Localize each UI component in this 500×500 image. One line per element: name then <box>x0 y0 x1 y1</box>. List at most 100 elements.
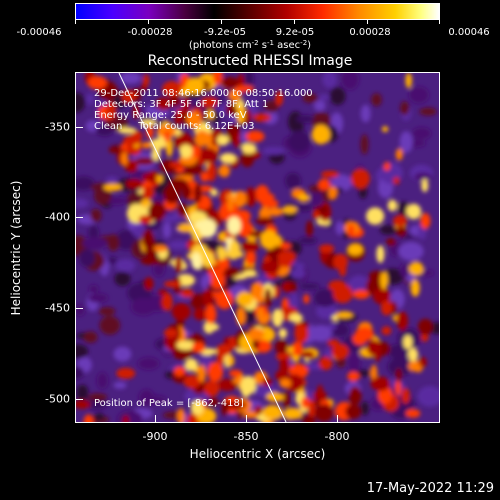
emission-blob <box>381 126 389 133</box>
background-texture-blob <box>76 384 89 401</box>
emission-blob <box>283 407 303 420</box>
emission-blob <box>328 280 347 292</box>
emission-blob <box>255 217 275 225</box>
emission-blob <box>312 210 320 220</box>
background-texture-blob <box>408 86 429 104</box>
emission-blob <box>250 282 264 298</box>
emission-blob <box>125 178 144 189</box>
background-texture-blob <box>274 281 284 288</box>
emission-blob <box>184 358 198 371</box>
x-axis-label: Heliocentric X (arcsec) <box>189 447 326 461</box>
background-texture-blob <box>288 130 311 152</box>
emission-blob <box>117 127 137 134</box>
emission-blob <box>227 192 234 212</box>
y-tick-label: -500 <box>45 392 70 406</box>
emission-blob <box>352 289 370 299</box>
emission-blob <box>303 416 316 422</box>
emission-blob <box>205 304 217 324</box>
x-tick-label: -900 <box>142 430 168 443</box>
background-texture-blob <box>290 267 306 279</box>
background-texture-blob <box>371 93 382 107</box>
emission-blob <box>291 341 304 356</box>
emission-blob <box>228 89 241 102</box>
emission-blob <box>393 215 408 227</box>
y-tick-label: -400 <box>45 210 70 224</box>
emission-blob <box>328 186 338 200</box>
emission-blob <box>175 256 183 273</box>
background-texture-blob <box>387 357 414 377</box>
emission-blob <box>177 408 185 422</box>
emission-blob <box>83 414 94 422</box>
background-texture-blob <box>335 356 346 368</box>
emission-blob <box>318 356 333 370</box>
emission-blob <box>275 90 284 106</box>
colorbar-tick <box>439 20 440 24</box>
emission-blob <box>408 347 419 362</box>
emission-blob <box>348 224 355 238</box>
emission-blob <box>306 220 313 238</box>
background-texture-blob <box>299 283 320 290</box>
emission-blob <box>345 404 362 419</box>
colorbar-tick-label: 0.00028 <box>349 27 391 38</box>
colorbar-tick-label: 9.2e-05 <box>275 27 315 38</box>
emission-blob <box>186 111 202 129</box>
background-texture-blob <box>76 304 86 316</box>
emission-blob <box>236 291 254 307</box>
background-texture-blob <box>262 147 286 155</box>
colorbar-tick <box>221 20 222 24</box>
emission-blob <box>140 257 161 265</box>
emission-blob <box>261 261 281 274</box>
emission-blob <box>185 77 205 94</box>
emission-blob <box>207 361 224 382</box>
background-texture-blob <box>400 101 410 116</box>
peak-emission-blob <box>224 250 244 259</box>
background-texture-blob <box>240 130 249 143</box>
emission-blob <box>108 147 121 154</box>
background-texture-blob <box>86 93 95 105</box>
y-tick-mark <box>75 127 83 128</box>
emission-blob <box>380 300 393 316</box>
emission-blob <box>278 328 288 339</box>
peak-emission-blob <box>216 246 227 261</box>
background-texture-blob <box>88 293 109 303</box>
annotation-peak-position: Position of Peak = [-862,-418] <box>94 398 244 409</box>
background-texture-blob <box>105 176 119 184</box>
y-tick-label: -350 <box>45 120 70 134</box>
emission-blob <box>241 143 257 154</box>
background-texture-blob <box>309 189 323 207</box>
background-texture-blob <box>76 179 91 187</box>
emission-blob <box>181 97 191 115</box>
emission-blob <box>410 279 420 297</box>
emission-blob <box>87 76 107 90</box>
emission-blob <box>168 178 189 191</box>
emission-blob <box>132 104 140 120</box>
emission-blob <box>194 130 210 147</box>
emission-blob <box>240 375 257 395</box>
emission-blob <box>156 174 163 183</box>
colorbar-tick <box>294 20 295 24</box>
peak-emission-blob <box>227 216 241 235</box>
emission-blob <box>122 415 130 422</box>
emission-blob <box>151 144 161 161</box>
background-texture-blob <box>313 288 337 308</box>
annotation-energy: Energy Range: 25.0 - 50.0 keV <box>94 110 247 121</box>
emission-blob <box>234 190 247 208</box>
footer-timestamp: 17-May-2022 11:29 <box>366 481 494 496</box>
emission-blob <box>237 220 254 238</box>
emission-blob <box>290 282 297 293</box>
background-texture-blob <box>98 307 116 316</box>
y-tick-mark <box>75 217 83 218</box>
emission-blob <box>76 399 91 409</box>
emission-blob <box>287 345 294 354</box>
emission-blob <box>174 113 182 126</box>
emission-blob <box>419 357 427 368</box>
emission-blob <box>366 207 385 225</box>
emission-blob <box>380 271 388 290</box>
background-texture-blob <box>145 104 154 116</box>
background-texture-blob <box>412 127 432 140</box>
background-texture-blob <box>360 104 371 123</box>
emission-blob <box>212 73 223 85</box>
emission-blob <box>417 318 433 335</box>
emission-blob <box>372 287 391 305</box>
emission-blob <box>200 96 218 108</box>
